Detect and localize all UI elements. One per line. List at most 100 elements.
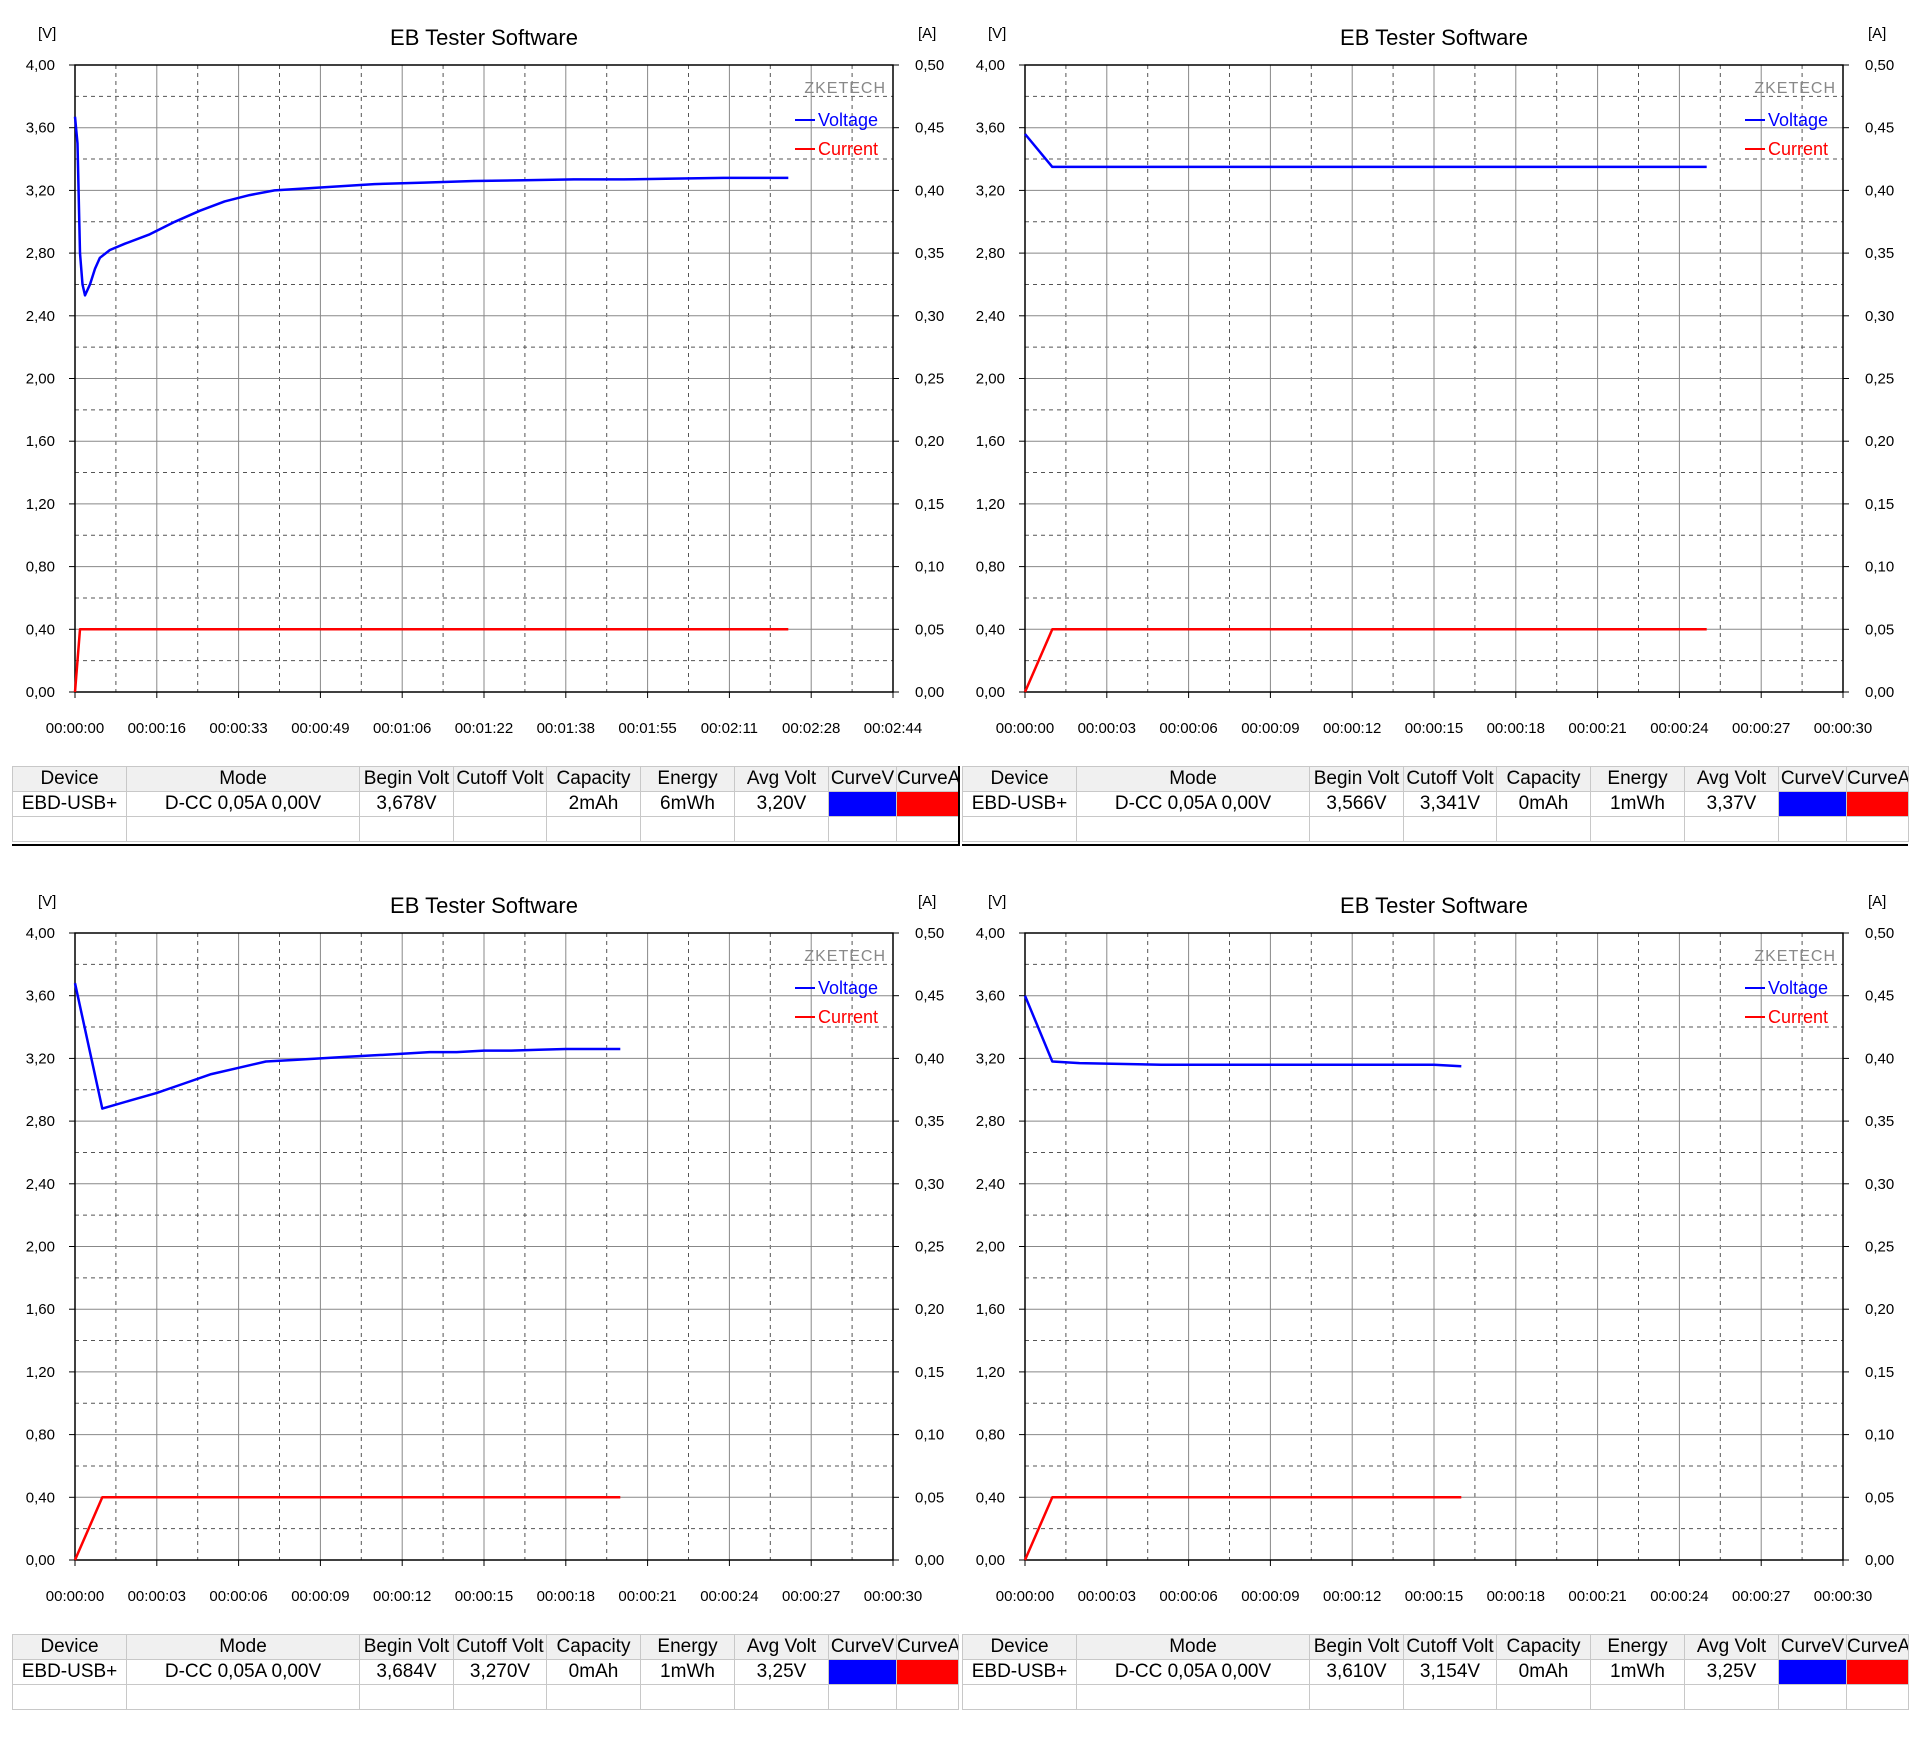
x-tick-label: 00:00:30 — [1814, 720, 1872, 737]
table-row[interactable]: EBD-USB+ D-CC 0,05A 0,00V 3,684V 3,270V … — [12, 1659, 959, 1685]
header-avg-volt: Avg Volt — [1684, 766, 1779, 792]
header-begin-volt: Begin Volt — [1309, 1634, 1404, 1660]
x-tick-label: 00:00:15 — [455, 1588, 513, 1605]
chart-title: EB Tester Software — [390, 25, 578, 50]
y-right-tick-label: 0,50 — [1865, 57, 1894, 74]
cell-avg-volt: 3,37V — [1684, 791, 1779, 817]
table-header-row: Device Mode Begin Volt Cutoff Volt Capac… — [962, 1634, 1909, 1660]
header-mode: Mode — [1076, 766, 1310, 792]
y-right-tick-label: 0,15 — [1865, 1364, 1894, 1381]
curve-v-swatch — [1779, 1660, 1846, 1684]
cell-curve-v-color[interactable] — [828, 791, 897, 817]
series-line-current — [1023, 628, 1707, 693]
cell-curve-a-color[interactable] — [1846, 1659, 1909, 1685]
y-left-tick-label: 2,00 — [26, 1239, 55, 1256]
series-line-current — [73, 628, 789, 693]
cell-energy: 6mWh — [640, 791, 735, 817]
cell-begin-volt: 3,566V — [1309, 791, 1404, 817]
table-header-row: Device Mode Begin Volt Cutoff Volt Capac… — [12, 1634, 959, 1660]
cell-curve-v-color[interactable] — [1778, 1659, 1847, 1685]
y-left-tick-label: 1,60 — [976, 1301, 1005, 1318]
x-tick-label: 00:00:00 — [996, 1588, 1054, 1605]
y-left-tick-label: 1,60 — [26, 1301, 55, 1318]
chart-top-left: EB Tester Software [V] [A] 4,00 3,60 3,20 2,80… — [26, 25, 944, 737]
x-tick-label: 00:00:18 — [1487, 720, 1545, 737]
x-tick-label: 00:00:06 — [209, 1588, 267, 1605]
cell-mode: D-CC 0,05A 0,00V — [1076, 1659, 1310, 1685]
x-tick-label: 00:00:06 — [1159, 1588, 1217, 1605]
cell-curve-a-color[interactable] — [896, 791, 959, 817]
x-tick-label: 00:00:09 — [291, 1588, 349, 1605]
y-right-unit-label: [A] — [918, 25, 936, 42]
y-right-tick-label: 0,00 — [1865, 1552, 1894, 1569]
y-left-tick-label: 4,00 — [26, 57, 55, 74]
x-tick-label: 00:02:28 — [782, 720, 840, 737]
summary-table: Device Mode Begin Volt Cutoff Volt Capac… — [12, 766, 959, 842]
y-right-tick-label: 0,10 — [1865, 1427, 1894, 1444]
chart-bottom-left: EB Tester Software [V] [A] 4,00 3,60 3,20 2,80… — [26, 893, 944, 1605]
y-left-tick-label: 3,60 — [26, 988, 55, 1005]
cell-curve-v-color[interactable] — [828, 1659, 897, 1685]
y-right-tick-label: 0,00 — [915, 684, 944, 701]
cell-capacity: 0mAh — [1496, 791, 1591, 817]
table-header-row: Device Mode Begin Volt Cutoff Volt Capac… — [12, 766, 959, 792]
y-right-tick-label: 0,40 — [915, 182, 944, 199]
header-curve-a: CurveA — [896, 1634, 959, 1660]
x-tick-label: 00:00:03 — [128, 1588, 186, 1605]
y-right-tick-label: 0,25 — [915, 371, 944, 388]
summary-table: Device Mode Begin Volt Cutoff Volt Capac… — [962, 1634, 1909, 1710]
table-row[interactable]: EBD-USB+ D-CC 0,05A 0,00V 3,610V 3,154V … — [962, 1659, 1909, 1685]
cell-curve-v-color[interactable] — [1778, 791, 1847, 817]
x-tick-label: 00:00:30 — [864, 1588, 922, 1605]
cell-device: EBD-USB+ — [962, 1659, 1077, 1685]
header-cutoff-volt: Cutoff Volt — [1403, 1634, 1497, 1660]
table-border — [12, 844, 958, 846]
y-right-tick-label: 0,00 — [1865, 684, 1894, 701]
cell-curve-a-color[interactable] — [896, 1659, 959, 1685]
y-right-tick-label: 0,20 — [1865, 433, 1894, 450]
header-device: Device — [12, 1634, 127, 1660]
curve-v-swatch — [1779, 792, 1846, 816]
y-right-tick-label: 0,45 — [915, 120, 944, 137]
y-left-tick-label: 3,60 — [976, 120, 1005, 137]
cell-avg-volt: 3,25V — [734, 1659, 829, 1685]
header-cutoff-volt: Cutoff Volt — [453, 766, 547, 792]
y-right-tick-label: 0,05 — [1865, 621, 1894, 638]
y-right-tick-label: 0,45 — [1865, 120, 1894, 137]
y-left-tick-label: 0,40 — [976, 621, 1005, 638]
cell-avg-volt: 3,25V — [1684, 1659, 1779, 1685]
cell-avg-volt: 3,20V — [734, 791, 829, 817]
y-left-tick-label: 3,20 — [26, 182, 55, 199]
cell-capacity: 0mAh — [1496, 1659, 1591, 1685]
cell-curve-a-color[interactable] — [1846, 791, 1909, 817]
cell-cutoff-volt: 3,341V — [1403, 791, 1497, 817]
series-line-current — [1023, 1496, 1462, 1561]
x-tick-label: 00:00:27 — [782, 1588, 840, 1605]
header-mode: Mode — [126, 766, 360, 792]
table-border — [962, 844, 1908, 846]
header-curve-v: CurveV — [828, 1634, 897, 1660]
table-row[interactable]: EBD-USB+ D-CC 0,05A 0,00V 3,678V 2mAh 6m… — [12, 791, 959, 817]
table-row[interactable]: EBD-USB+ D-CC 0,05A 0,00V 3,566V 3,341V … — [962, 791, 1909, 817]
y-left-tick-label: 1,20 — [26, 496, 55, 513]
cell-energy: 1mWh — [1590, 1659, 1685, 1685]
header-curve-v: CurveV — [1778, 766, 1847, 792]
x-tick-label: 00:00:21 — [1568, 1588, 1626, 1605]
header-curve-v: CurveV — [828, 766, 897, 792]
legend-label-voltage: Voltage — [1768, 978, 1828, 998]
table-header-row: Device Mode Begin Volt Cutoff Volt Capac… — [962, 766, 1909, 792]
y-left-tick-label: 4,00 — [976, 925, 1005, 942]
header-begin-volt: Begin Volt — [1309, 766, 1404, 792]
header-curve-v: CurveV — [1778, 1634, 1847, 1660]
header-curve-a: CurveA — [896, 766, 959, 792]
header-curve-a: CurveA — [1846, 766, 1909, 792]
curve-a-swatch — [1847, 1660, 1908, 1684]
header-cutoff-volt: Cutoff Volt — [453, 1634, 547, 1660]
y-left-tick-label: 2,80 — [26, 245, 55, 262]
header-capacity: Capacity — [1496, 766, 1591, 792]
y-left-tick-label: 3,60 — [976, 988, 1005, 1005]
y-left-tick-label: 0,80 — [976, 1427, 1005, 1444]
y-right-tick-label: 0,45 — [1865, 988, 1894, 1005]
x-tick-label: 00:00:09 — [1241, 1588, 1299, 1605]
y-left-tick-label: 2,80 — [976, 1113, 1005, 1130]
